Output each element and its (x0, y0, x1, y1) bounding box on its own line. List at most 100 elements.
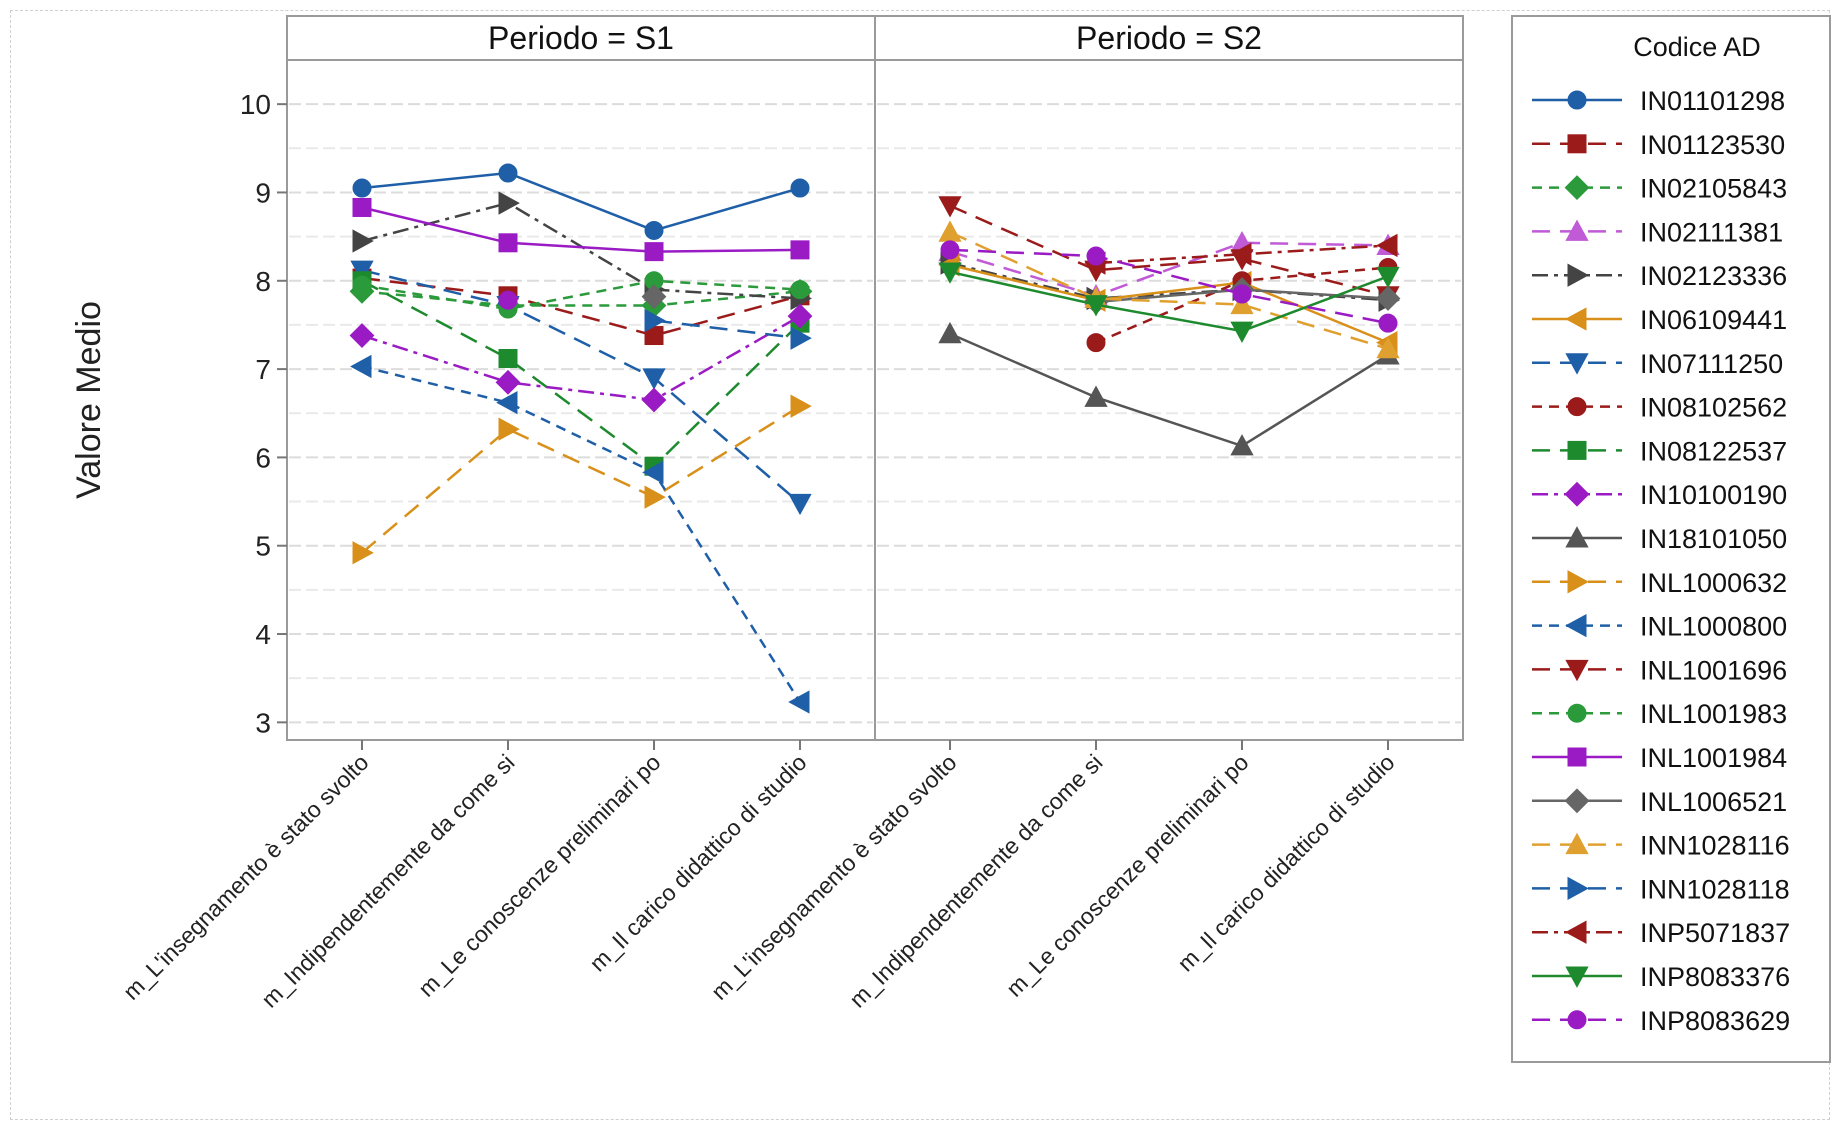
data-point (1230, 321, 1254, 343)
series-INL1000632 (352, 394, 812, 565)
series-line (949, 261, 1389, 302)
data-point (1084, 295, 1108, 317)
series-IN07111250 (350, 260, 812, 516)
data-point (352, 275, 372, 295)
data-point (1567, 747, 1587, 767)
series-line (361, 279, 801, 468)
legend-item: IN02123336 (1532, 261, 1787, 291)
data-point (1230, 434, 1254, 456)
data-point (498, 191, 520, 215)
panel-frame (874, 15, 1464, 741)
data-point (644, 308, 666, 333)
data-point (1232, 284, 1252, 304)
legend-item: IN06109441 (1532, 305, 1787, 335)
data-point (642, 368, 666, 390)
legend-item: INL1001983 (1532, 699, 1787, 729)
data-point (1565, 920, 1587, 944)
data-point (1564, 175, 1590, 201)
panel-frame (286, 15, 876, 741)
y-tick-label: 9 (255, 177, 271, 208)
legend-item: IN01123530 (1532, 130, 1785, 160)
data-point (1230, 292, 1254, 315)
legend-item: INN1028118 (1532, 874, 1790, 904)
series-line (361, 279, 801, 311)
series-line (361, 171, 801, 232)
data-point (1376, 336, 1400, 359)
series-line (361, 315, 801, 402)
data-point (1230, 242, 1252, 266)
legend-label: INP8083629 (1640, 1006, 1790, 1036)
legend-label: INL1000800 (1640, 612, 1787, 642)
data-point (1565, 353, 1589, 375)
x-tick-label: m_L'insegnamento è stato svolto (118, 749, 374, 1005)
legend-label: IN02111381 (1640, 217, 1783, 247)
legend-item: INP5071837 (1532, 918, 1790, 948)
y-tick-label: 7 (255, 354, 271, 385)
series-line (949, 270, 1389, 333)
legend-item: IN07111250 (1532, 349, 1783, 379)
y-tick-label: 3 (255, 707, 271, 738)
legend: Codice AD IN01101298 IN01123530 IN02105843 I… (1511, 15, 1831, 1063)
data-point (644, 242, 664, 262)
legend-item: INN1028116 (1532, 831, 1790, 861)
series-IN01101298 (352, 163, 810, 240)
series-INL1000800 (350, 354, 810, 714)
data-point (352, 541, 374, 565)
y-tick-label: 8 (255, 266, 271, 297)
data-point (1567, 703, 1587, 723)
panel-title: Periodo = S2 (1076, 20, 1262, 56)
series-line (361, 268, 801, 505)
data-point (641, 387, 667, 413)
data-point (498, 417, 520, 441)
legend-item: IN02111381 (1532, 217, 1783, 247)
data-point (938, 196, 962, 218)
data-point (644, 220, 664, 240)
legend-label: INL1001984 (1640, 743, 1787, 773)
series-line (361, 276, 801, 337)
data-point (938, 220, 962, 242)
y-tick-label: 10 (240, 89, 271, 120)
data-point (1565, 307, 1587, 331)
x-tick-label: m_Le conoscenze preliminari po (413, 749, 666, 1002)
data-point (790, 280, 810, 300)
data-point (1564, 481, 1590, 507)
data-point (1565, 966, 1589, 988)
legend-label: IN08102562 (1640, 393, 1787, 423)
legend-item: INL1006521 (1532, 787, 1787, 817)
data-point (495, 369, 521, 395)
data-point (1567, 876, 1589, 901)
y-tick-label: 5 (255, 531, 271, 562)
data-point (1567, 263, 1589, 287)
series-IN08122537 (352, 271, 810, 476)
series-line (361, 365, 802, 703)
data-point (1564, 788, 1590, 814)
data-point (1086, 333, 1106, 353)
data-point (1376, 266, 1400, 289)
data-point (1565, 659, 1589, 682)
data-point (787, 303, 813, 329)
data-point (352, 197, 372, 217)
legend-label: INL1001983 (1640, 699, 1787, 729)
data-point (642, 460, 664, 485)
series-INP8083376 (938, 262, 1400, 343)
data-point (790, 394, 812, 418)
data-point (1565, 613, 1587, 638)
legend-label: INP5071837 (1640, 918, 1790, 948)
data-point (1565, 832, 1589, 855)
data-point (498, 290, 518, 310)
legend-item: IN18101050 (1532, 524, 1787, 554)
legend-label: INP8083376 (1640, 962, 1790, 992)
series-INN1028116 (938, 220, 1400, 359)
data-point (790, 240, 810, 260)
series-INP8083629 (498, 240, 1398, 333)
data-point (496, 391, 518, 415)
data-point (349, 323, 375, 348)
legend-item: IN01101298 (1532, 86, 1785, 116)
y-axis-label: Valore Medio (70, 301, 108, 499)
x-tick-label: m_Indipendentemente da come si (256, 749, 519, 1012)
legend-label: INL1000632 (1640, 568, 1787, 598)
series-IN18101050 (938, 321, 1400, 456)
series-line (949, 248, 1389, 325)
data-point (498, 348, 518, 368)
data-point (1567, 397, 1587, 417)
